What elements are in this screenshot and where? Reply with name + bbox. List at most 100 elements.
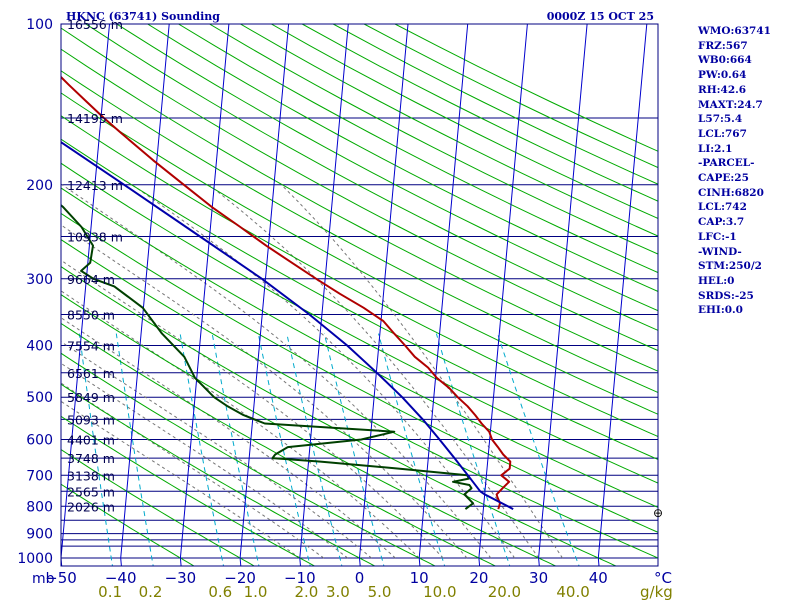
pressure-label-500: 500 [26, 390, 53, 406]
isotherm-ext--60 [1, 558, 2, 566]
info-line: L57:5.4 [698, 113, 743, 126]
isotherm--30 [179, 24, 230, 559]
chart-title: HKNC (63741) Sounding [66, 10, 220, 23]
mixing-ratio-0.2 [115, 333, 154, 566]
isotherm-ext--20 [239, 557, 242, 566]
sounding-indices-panel: WMO:63741 FRZ:567 WB0:664 PW:0.64 RH:42.6 MAX… [698, 24, 798, 318]
isotherm-ext-20 [478, 557, 481, 566]
dry-adiabat-30 [61, 294, 557, 566]
dry-adiabat--30 [61, 483, 195, 566]
mixing-ratio-label-2.0: 2.0 [294, 583, 318, 600]
dry-adiabat-130 [61, 48, 658, 372]
info-line: CAPE:25 [698, 172, 749, 185]
info-line: FRZ:567 [698, 39, 748, 52]
mixing-ratio-label-0.2: 0.2 [139, 583, 163, 600]
dry-adiabat-20 [61, 322, 497, 566]
dry-adiabat-160 [116, 24, 658, 312]
plot-frame [60, 23, 659, 567]
info-line: STM:250/2 [698, 260, 762, 273]
temperature-label--40: −40 [105, 569, 137, 587]
mixing-ratio-0.6 [179, 333, 225, 566]
moist-adiabat--6 [61, 382, 324, 559]
temperature-unit-label: °C [654, 569, 672, 587]
info-line: WB0:664 [698, 54, 752, 67]
height-label-300: 9664 m [67, 272, 115, 287]
dry-adiabat--10 [61, 415, 316, 566]
height-label-550: 5093 m [67, 412, 115, 427]
isotherm-ext-10 [418, 557, 421, 566]
moist-adiabat-30 [208, 184, 540, 559]
mixing-ratio-0.1 [78, 333, 114, 566]
moist-adiabat-10 [61, 290, 420, 559]
axis-labels: HKNC (63741) Sounding 0000Z 15 OCT 25 mb… [17, 10, 672, 600]
height-label-250: 10938 m [67, 230, 123, 245]
dry-adiabats [61, 24, 658, 566]
moist-adiabat-2 [61, 341, 372, 559]
moist-adiabat-6 [61, 317, 396, 559]
isotherm-ext-40 [597, 557, 600, 566]
info-line: LCL:742 [698, 201, 747, 214]
height-label-400: 7554 m [67, 339, 115, 354]
mixing-ratio-1.0 [211, 333, 260, 566]
isotherm-20 [478, 24, 528, 559]
isotherm-ext-30 [538, 557, 540, 566]
pressure-label-800: 800 [26, 499, 53, 515]
isotherm--20 [239, 24, 290, 559]
height-label-600: 4401 m [67, 433, 115, 448]
mixing-ratio-label-40.0: 40.0 [556, 583, 589, 600]
pressure-label-1000: 1000 [17, 551, 53, 567]
isobar-grid [61, 23, 658, 559]
mixing-ratio-40.0 [497, 333, 580, 566]
pressure-label-600: 600 [26, 433, 53, 449]
isotherm-10 [418, 24, 469, 559]
dry-adiabat-60 [61, 212, 658, 533]
moist-adiabat-22 [61, 184, 492, 559]
mixing-ratio-3.0 [286, 333, 343, 566]
isotherm-40 [597, 24, 648, 559]
isotherms [1, 24, 658, 566]
temperature-label-30: 30 [529, 569, 548, 587]
mixing-ratio-5.0 [323, 333, 385, 566]
info-line: HEL:0 [698, 274, 735, 287]
mixing-ratio-unit-label: g/kg [640, 583, 673, 600]
chart-time: 0000Z 15 OCT 25 [547, 10, 654, 23]
temperature-trace [61, 75, 512, 510]
temperature-label--30: −30 [165, 569, 197, 587]
mixing-ratio-label-1.0: 1.0 [244, 583, 268, 600]
isotherm-ext--30 [179, 557, 182, 566]
thermo-diagram [1, 24, 658, 566]
dry-adiabat-120 [61, 70, 658, 394]
pressure-label-700: 700 [26, 468, 53, 484]
temperature-label-10: 10 [410, 569, 429, 587]
temperature-label--20: −20 [224, 569, 256, 587]
mixing-ratio-label-20.0: 20.0 [488, 583, 521, 600]
mixing-ratio-label-0.1: 0.1 [98, 583, 122, 600]
moist-adiabat-14 [61, 259, 444, 559]
isotherm-ext--40 [120, 557, 122, 566]
temperature-label-0: 0 [355, 569, 365, 587]
dry-adiabat-110 [61, 92, 658, 415]
dry-adiabat-90 [61, 138, 658, 461]
dry-adiabat-10 [61, 352, 437, 566]
pressure-label-200: 200 [26, 178, 53, 194]
isotherm-ext-0 [359, 557, 361, 566]
info-line: LI:2.1 [698, 142, 733, 155]
temperature-label-40: 40 [589, 569, 608, 587]
temperature-label--10: −10 [284, 569, 316, 587]
mixing-ratio-10.0 [378, 333, 446, 566]
mixing-ratio-label-0.6: 0.6 [208, 583, 232, 600]
temperature-label-20: 20 [469, 569, 488, 587]
dry-adiabat-50 [61, 239, 658, 559]
dry-adiabat-140 [61, 27, 658, 352]
pressure-label-300: 300 [26, 272, 53, 288]
height-label-650: 3748 m [67, 451, 115, 466]
pressure-label-400: 400 [26, 339, 53, 355]
dry-adiabat--20 [61, 448, 256, 566]
isotherm-30 [538, 24, 588, 559]
info-line: WMO:63741 [698, 25, 771, 37]
isotherm-0 [359, 24, 409, 559]
info-line: -PARCEL- [698, 157, 755, 170]
sounding-traces [61, 75, 514, 510]
info-line: LCL:767 [698, 127, 747, 140]
info-line: SRDS:-25 [698, 289, 754, 302]
